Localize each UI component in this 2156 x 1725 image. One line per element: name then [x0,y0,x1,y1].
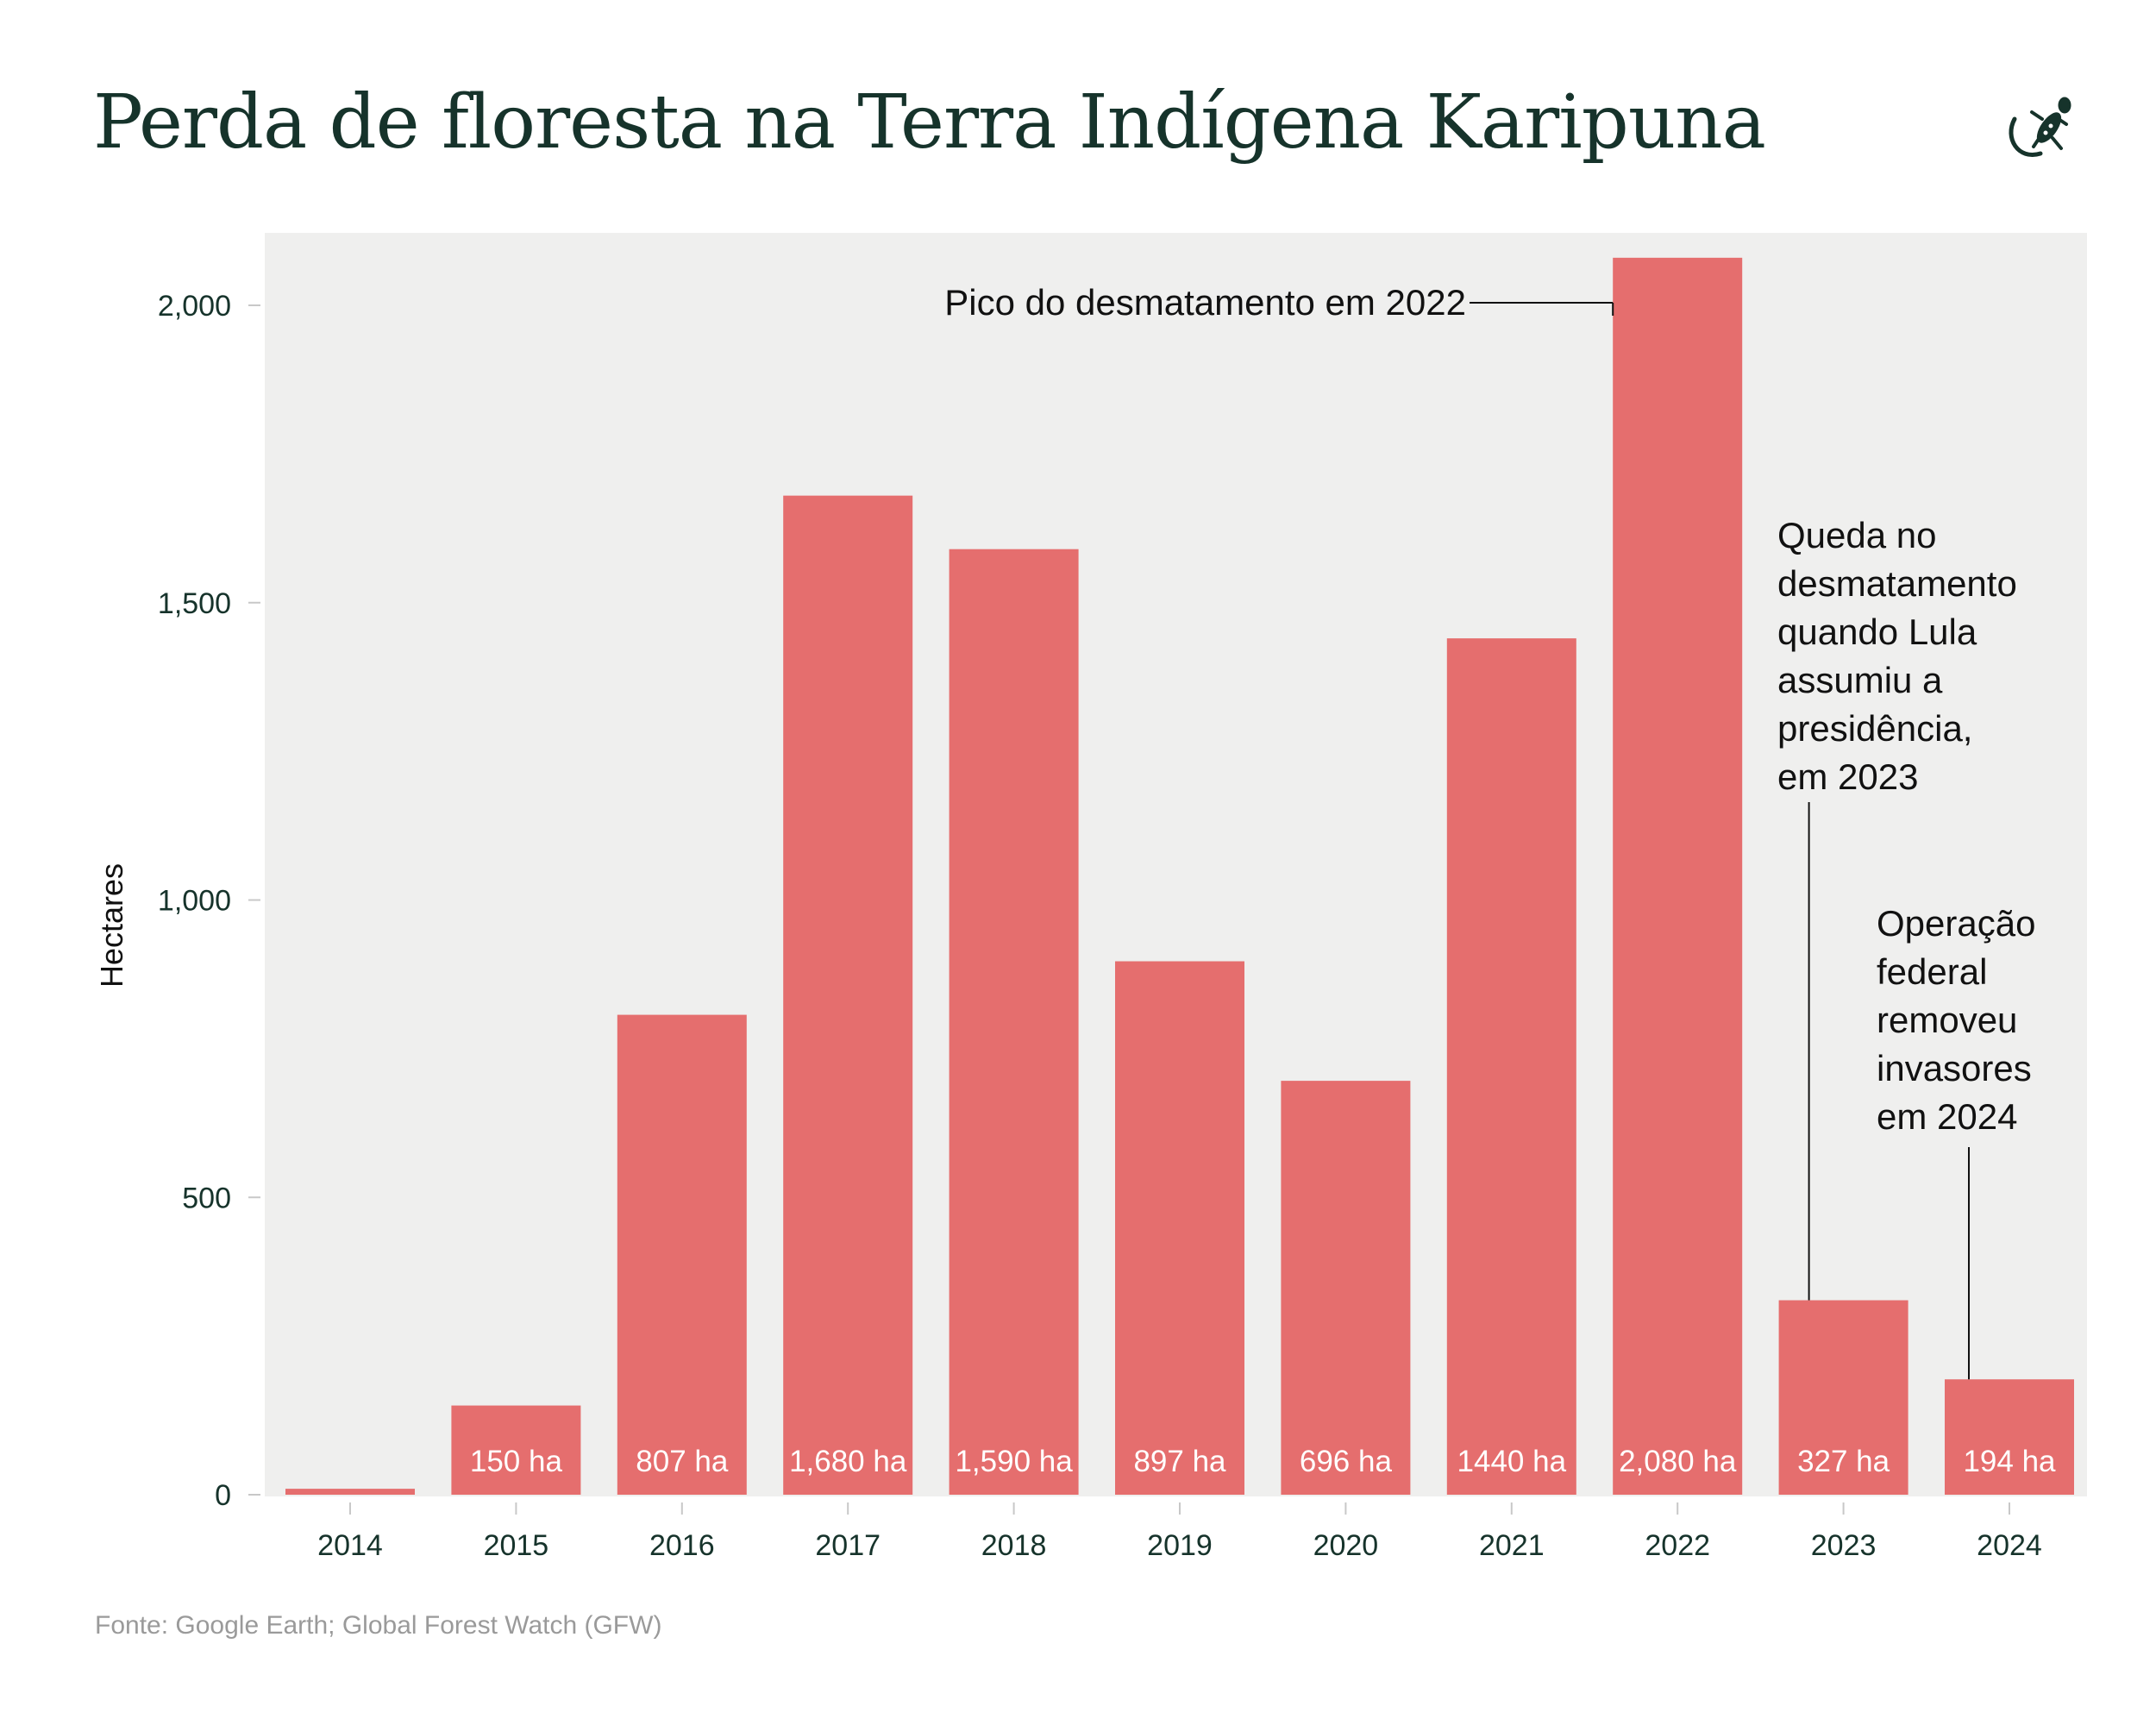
annotation-text: Queda no desmatamento quando Lula assumiu a… [1777,515,2017,797]
x-tick-label: 2019 [1147,1529,1213,1562]
bar-2016 [617,1014,747,1495]
bar-2022 [1613,257,1743,1496]
data-label: 807 ha [636,1445,729,1478]
y-axis: 0 500 1,000 1,500 2,000 [158,290,260,1512]
source-note: Fonte: Google Earth; Global Forest Watch… [95,1611,662,1640]
bar-2015 [451,1405,581,1495]
data-label: 1440 ha [1457,1445,1567,1478]
y-tick-label: 1,000 [158,885,231,918]
bar-2018 [949,549,1079,1495]
data-label: 897 ha [1133,1445,1226,1478]
bar-2023 [1778,1300,1908,1495]
y-axis-label: Hectares [94,863,129,988]
page-title: Perda de floresta na Terra Indígena Kari… [93,79,1766,166]
data-label: 1,590 ha [955,1445,1073,1478]
bar-2014 [285,1489,415,1495]
data-label: 696 ha [1300,1445,1393,1478]
x-tick-label: 2021 [1479,1529,1545,1562]
bar-2019 [1115,961,1244,1495]
bar-2024 [1945,1379,2074,1495]
x-tick-label: 2014 [317,1529,383,1562]
x-axis: 2014 2015 2016 2017 2018 2019 2020 2021 2022 2023… [317,1502,2042,1562]
bar-2021 [1446,638,1576,1495]
x-tick-label: 2017 [815,1529,881,1562]
y-tick-label: 0 [215,1479,231,1512]
x-tick-label: 2020 [1313,1529,1379,1562]
data-label: 2,080 ha [1619,1445,1737,1478]
x-tick-label: 2016 [649,1529,715,1562]
y-tick-label: 500 [182,1182,231,1214]
annotations: Pico do desmatamento em 2022 Queda no desm… [944,282,2035,1380]
data-label: 327 ha [1797,1445,1890,1478]
data-label: 1,680 ha [789,1445,907,1478]
bar-chart: 0 500 1,000 1,500 2,000 Hectares 150 ha 807 h… [94,233,2087,1562]
x-tick-label: 2015 [484,1529,549,1562]
bars: 150 ha 807 ha 1,680 ha 1,590 ha 897 ha 696 ha… [285,257,2074,1496]
y-tick-label: 2,000 [158,290,231,323]
x-tick-label: 2018 [981,1529,1047,1562]
annotation-text: Pico do desmatamento em 2022 [944,282,1466,323]
bar-2017 [783,495,913,1495]
bar-2020 [1281,1081,1411,1495]
data-label: 150 ha [470,1445,563,1478]
x-tick-label: 2022 [1645,1529,1710,1562]
gecko-icon [2009,97,2071,157]
data-label: 194 ha [1963,1445,2056,1478]
x-tick-label: 2023 [1811,1529,1877,1562]
y-tick-label: 1,500 [158,587,231,620]
annotation-text: Operação federal removeu invasores em 2024 [1877,903,2035,1137]
x-tick-label: 2024 [1977,1529,2042,1562]
